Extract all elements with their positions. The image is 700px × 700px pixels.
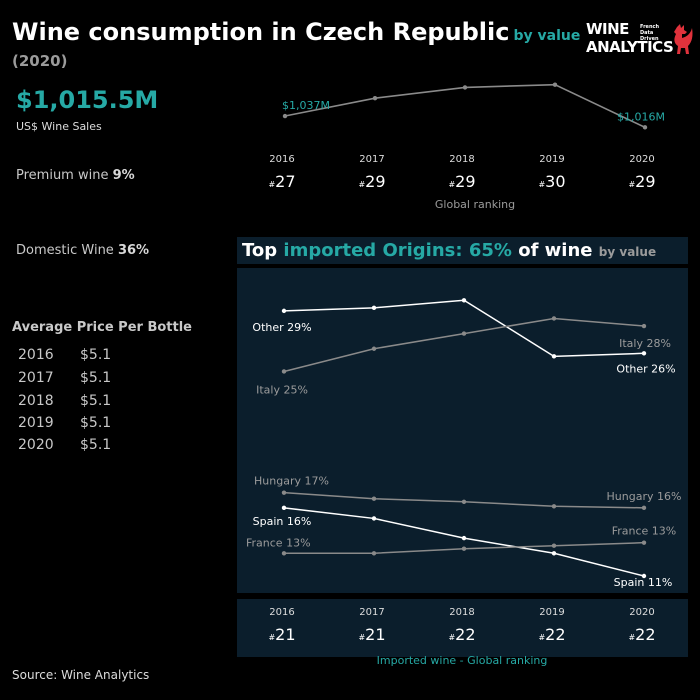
series-point-other xyxy=(641,351,647,356)
sales-point xyxy=(642,125,648,130)
year-tick-label: 2020 xyxy=(629,607,654,618)
logo-line1: WINE xyxy=(586,20,629,38)
avg-price-row: 2018 $5.1 xyxy=(18,393,112,409)
series-end-label: Italy 28% xyxy=(619,337,671,350)
premium-wine-kpi: Premium wine 9% xyxy=(16,168,135,183)
imported-rank-value: #21 xyxy=(358,625,385,644)
series-point-italy xyxy=(281,369,287,374)
imported-origins-title: Top imported Origins: 65% of wine by val… xyxy=(237,237,688,264)
series-end-label: France 13% xyxy=(612,525,677,538)
report-year: (2020) xyxy=(12,52,68,70)
series-end-label: Hungary 16% xyxy=(607,490,682,503)
global-rank-value: #29 xyxy=(628,172,655,191)
global-ranking-caption: Global ranking xyxy=(435,198,515,211)
series-point-other xyxy=(371,305,377,311)
year-tick-label: 2017 xyxy=(359,607,384,618)
series-point-france xyxy=(281,551,287,556)
wine-sales-value: $1,015.5M xyxy=(16,86,159,114)
series-point-spain xyxy=(551,551,557,556)
series-point-france xyxy=(551,543,557,548)
sales-end-label: $1,016M xyxy=(617,110,665,123)
series-point-spain xyxy=(461,535,467,541)
series-point-other xyxy=(281,308,287,314)
imported-rank-value: #21 xyxy=(268,625,295,644)
series-point-spain xyxy=(281,505,287,511)
series-point-other xyxy=(551,354,557,359)
series-start-label: Italy 25% xyxy=(256,383,308,396)
source-note: Source: Wine Analytics xyxy=(12,668,150,682)
series-point-hungary xyxy=(281,490,287,495)
year-tick-label: 2017 xyxy=(359,154,384,165)
imported-origins-chart: Other 29% Other 26% Italy 25% Italy 28% Hung… xyxy=(246,298,682,589)
series-point-hungary xyxy=(551,504,557,509)
year-tick-label: 2020 xyxy=(629,154,654,165)
logo-tagline: French Data Driven xyxy=(640,24,660,42)
series-end-label: Other 26% xyxy=(616,362,675,375)
global-rank-value: #30 xyxy=(538,172,565,191)
series-end-label: Spain 11% xyxy=(614,576,673,589)
imported-rank-value: #22 xyxy=(448,625,475,644)
year-tick-label: 2016 xyxy=(269,607,294,618)
logo-line2: ANALYTICS xyxy=(586,38,674,56)
series-line-other xyxy=(283,299,645,358)
series-point-spain xyxy=(641,573,647,579)
imported-ranking-strip: 2016 2017 2018 2019 2020 #21 #21 #22 #22 #22 Impor… xyxy=(268,607,655,667)
series-point-france xyxy=(371,551,377,556)
series-start-label: Hungary 17% xyxy=(254,475,329,488)
series-point-hungary xyxy=(461,499,467,504)
series-point-spain xyxy=(371,516,377,521)
year-tick-label: 2019 xyxy=(539,607,564,618)
series-point-italy xyxy=(641,323,647,329)
avg-price-title: Average Price Per Bottle xyxy=(12,320,192,335)
year-tick-label: 2019 xyxy=(539,154,564,165)
rooster-icon xyxy=(674,24,693,54)
sales-point xyxy=(282,113,288,119)
wine-sales-caption: US$ Wine Sales xyxy=(16,120,102,133)
page-title: Wine consumption in Czech Republic by val… xyxy=(12,18,581,46)
global-rank-value: #29 xyxy=(448,172,475,191)
imported-ranking-panel xyxy=(237,599,688,657)
series-point-other xyxy=(461,298,467,303)
sales-point xyxy=(462,85,468,90)
series-point-italy xyxy=(461,331,467,336)
global-rank-value: #29 xyxy=(358,172,385,191)
imported-rank-value: #22 xyxy=(628,625,655,644)
avg-price-row: 2017 $5.1 xyxy=(18,370,112,386)
year-tick-label: 2018 xyxy=(449,154,474,165)
avg-price-row: 2016 $5.1 xyxy=(18,347,112,363)
series-line-spain xyxy=(283,507,645,577)
series-line-italy xyxy=(283,317,645,373)
domestic-wine-kpi: Domestic Wine 36% xyxy=(16,243,150,258)
year-tick-label: 2016 xyxy=(269,154,294,165)
series-point-italy xyxy=(551,316,557,321)
imported-ranking-caption: Imported wine - Global ranking xyxy=(377,654,548,667)
sales-trend-chart: $1,037M $1,016M 2016 2017 2018 2019 2020 #27 #29… xyxy=(268,82,665,211)
series-point-italy xyxy=(371,346,377,351)
series-point-hungary xyxy=(641,505,647,511)
wine-analytics-logo: WINE French Data Driven ANALYTICS xyxy=(584,20,694,62)
sales-line xyxy=(284,83,646,129)
imported-rank-value: #22 xyxy=(538,625,565,644)
series-point-france xyxy=(641,540,647,545)
series-point-france xyxy=(461,546,467,551)
series-start-label: France 13% xyxy=(246,536,311,549)
sales-point xyxy=(552,82,558,87)
sales-start-label: $1,037M xyxy=(282,99,330,112)
sales-point xyxy=(372,96,378,101)
avg-price-row: 2020 $5.1 xyxy=(18,437,112,453)
avg-price-row: 2019 $5.1 xyxy=(18,415,112,431)
title-suffix: by value xyxy=(513,28,581,44)
year-tick-label: 2018 xyxy=(449,607,474,618)
global-rank-value: #27 xyxy=(268,172,295,191)
series-start-label: Other 29% xyxy=(252,321,311,334)
series-start-label: Spain 16% xyxy=(253,515,312,528)
series-point-hungary xyxy=(371,496,377,501)
